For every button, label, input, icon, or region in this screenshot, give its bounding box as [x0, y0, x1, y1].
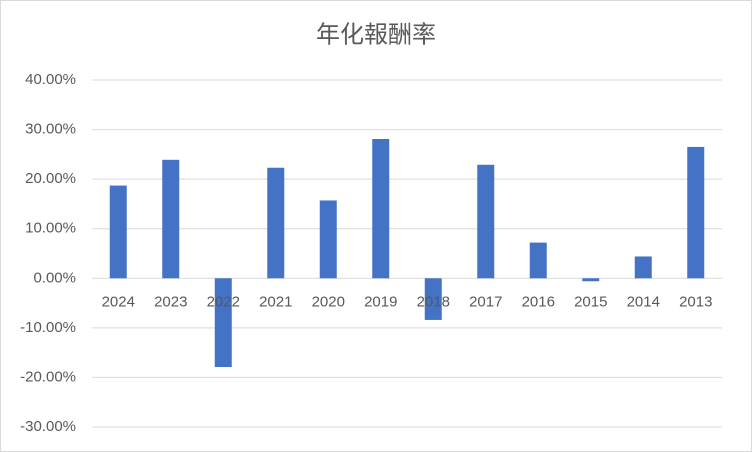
x-tick-label: 2020 — [312, 293, 345, 310]
bar — [162, 159, 180, 279]
x-tick-label: 2015 — [574, 293, 607, 310]
bar — [109, 185, 127, 279]
y-tick-label: 20.00% — [25, 170, 76, 187]
bar — [477, 164, 495, 279]
y-tick-label: -20.00% — [20, 368, 76, 385]
x-tick-label: 2014 — [627, 293, 660, 310]
y-tick-label: 40.00% — [25, 71, 76, 88]
x-tick-label: 2016 — [522, 293, 555, 310]
y-tick-label: -30.00% — [20, 418, 76, 435]
x-tick-label: 2021 — [259, 293, 292, 310]
bar — [267, 167, 285, 279]
chart-title: 年化報酬率 — [316, 21, 436, 48]
x-tick-label: 2017 — [469, 293, 502, 310]
bar — [214, 278, 232, 368]
bar — [582, 278, 600, 282]
x-tick-label: 2013 — [679, 293, 712, 310]
bar — [372, 138, 390, 279]
x-tick-label: 2019 — [364, 293, 397, 310]
y-tick-label: 0.00% — [33, 269, 76, 286]
x-tick-label: 2024 — [102, 293, 135, 310]
y-tick-label: 30.00% — [25, 121, 76, 138]
bar — [319, 200, 337, 279]
x-tick-label: 2023 — [154, 293, 187, 310]
x-tick-label: 2018 — [417, 293, 450, 310]
y-tick-label: -10.00% — [20, 319, 76, 336]
bar — [634, 256, 652, 279]
y-tick-label: 10.00% — [25, 220, 76, 237]
x-tick-label: 2022 — [207, 293, 240, 310]
bar — [424, 278, 442, 320]
bar — [687, 146, 705, 279]
bar — [529, 242, 547, 279]
